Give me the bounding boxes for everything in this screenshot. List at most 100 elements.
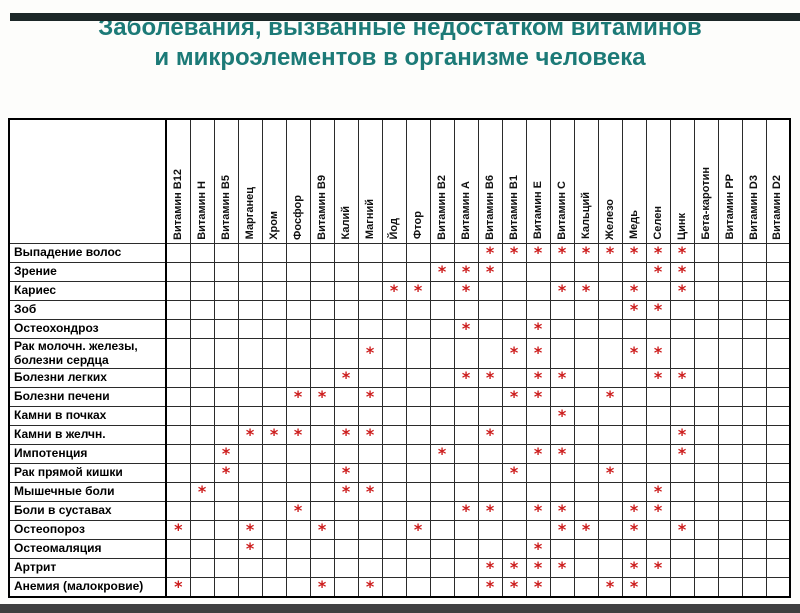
matrix-cell	[357, 519, 383, 540]
matrix-cell	[453, 242, 479, 263]
table-row: Зрение * * * * *	[8, 261, 791, 282]
matrix-cell	[189, 462, 215, 483]
matrix-cell: *	[405, 280, 431, 301]
matrix-cell	[621, 462, 647, 483]
matrix-cell	[717, 337, 743, 369]
column-header: Медь	[621, 118, 647, 244]
column-header: Витамин B6	[477, 118, 503, 244]
matrix-cell	[741, 337, 767, 369]
matrix-cell	[165, 337, 191, 369]
matrix-cell: *	[477, 367, 503, 388]
matrix-cell	[405, 481, 431, 502]
matrix-cell: *	[429, 261, 455, 282]
column-header-label: Медь	[627, 210, 640, 240]
deficiency-mark: *	[533, 343, 543, 362]
column-header: Фосфор	[285, 118, 311, 244]
matrix-cell	[501, 280, 527, 301]
row-label: Артрит	[8, 557, 167, 578]
matrix-cell: *	[477, 424, 503, 445]
deficiency-mark: *	[557, 443, 567, 463]
matrix-cell	[405, 443, 431, 464]
deficiency-mark: *	[653, 242, 663, 262]
deficiency-mark: *	[365, 576, 375, 596]
matrix-cell	[237, 462, 263, 483]
matrix-cell	[429, 337, 455, 369]
matrix-cell: *	[165, 519, 191, 540]
table-row: Остеопороз * * * * * * * *	[8, 519, 791, 540]
column-header-label: Витамин C	[555, 180, 568, 240]
deficiency-mark: *	[461, 280, 471, 300]
matrix-cell	[381, 576, 407, 597]
matrix-cell	[765, 538, 791, 559]
column-header-label: Витамин D3	[747, 174, 760, 240]
matrix-cell	[549, 386, 575, 407]
matrix-cell	[765, 557, 791, 578]
matrix-cell	[333, 519, 359, 540]
matrix-cell: *	[333, 481, 359, 502]
matrix-cell: *	[261, 424, 287, 445]
matrix-cell: *	[453, 261, 479, 282]
matrix-cell	[717, 261, 743, 282]
table-header: Витамин B12 Витамин H Витамин B5 Марганец Хр…	[8, 118, 791, 244]
column-header: Хром	[261, 118, 287, 244]
row-label: Остеохондроз	[8, 318, 167, 339]
matrix-cell	[453, 481, 479, 502]
matrix-cell	[645, 462, 671, 483]
column-header: Витамин B5	[213, 118, 239, 244]
row-label: Остеомаляция	[8, 538, 167, 559]
deficiency-mark: *	[605, 242, 615, 262]
matrix-cell	[261, 538, 287, 559]
column-header-label: Магний	[363, 199, 376, 240]
matrix-cell	[165, 386, 191, 407]
matrix-cell	[333, 576, 359, 597]
column-header: Калий	[333, 118, 359, 244]
matrix-cell	[693, 538, 719, 559]
matrix-cell: *	[645, 557, 671, 578]
deficiency-mark: *	[581, 280, 591, 300]
matrix-cell	[357, 462, 383, 483]
matrix-cell	[213, 261, 239, 282]
matrix-cell	[477, 519, 503, 540]
matrix-cell	[381, 538, 407, 559]
column-header: Цинк	[669, 118, 695, 244]
matrix-cell	[357, 405, 383, 426]
matrix-cell: *	[333, 462, 359, 483]
matrix-cell	[525, 481, 551, 502]
matrix-cell	[621, 367, 647, 388]
matrix-cell	[549, 337, 575, 369]
matrix-cell	[645, 576, 671, 597]
deficiency-mark: *	[174, 519, 183, 539]
matrix-cell	[765, 519, 791, 540]
matrix-cell	[621, 318, 647, 339]
matrix-cell	[189, 538, 215, 559]
matrix-cell: *	[621, 280, 647, 301]
matrix-cell: *	[453, 367, 479, 388]
matrix-cell	[213, 481, 239, 502]
matrix-cell	[357, 500, 383, 521]
matrix-cell	[285, 261, 311, 282]
deficiency-mark: *	[605, 576, 615, 596]
matrix-cell	[261, 337, 287, 369]
matrix-cell	[333, 405, 359, 426]
page-title: Заболевания, вызванные недостатком витам…	[0, 13, 800, 73]
matrix-cell	[717, 557, 743, 578]
deficiency-mark: *	[461, 500, 471, 520]
matrix-cell	[261, 405, 287, 426]
matrix-cell	[285, 242, 311, 263]
matrix-cell	[261, 242, 287, 263]
matrix-cell	[381, 405, 407, 426]
deficiency-mark: *	[533, 367, 543, 387]
matrix-cell	[429, 557, 455, 578]
matrix-cell	[285, 405, 311, 426]
column-header-label: Хром	[267, 210, 280, 240]
matrix-cell	[573, 337, 599, 369]
matrix-cell	[741, 500, 767, 521]
matrix-cell	[669, 299, 695, 320]
matrix-cell	[357, 242, 383, 263]
matrix-cell	[213, 367, 239, 388]
matrix-cell	[501, 299, 527, 320]
matrix-cell: *	[501, 576, 527, 597]
matrix-cell	[429, 318, 455, 339]
matrix-cell	[669, 500, 695, 521]
matrix-cell	[597, 318, 623, 339]
